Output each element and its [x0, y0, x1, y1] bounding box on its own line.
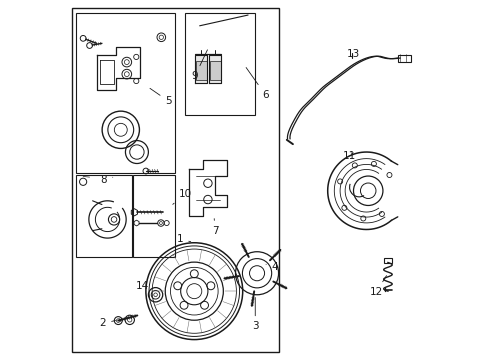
Text: 14: 14 — [135, 281, 155, 291]
Text: 7: 7 — [211, 219, 218, 236]
Text: 10: 10 — [172, 189, 191, 204]
Text: 3: 3 — [251, 297, 258, 331]
Text: 13: 13 — [346, 49, 360, 59]
Polygon shape — [209, 55, 221, 82]
Text: 5: 5 — [150, 88, 171, 106]
Bar — [383, 258, 391, 263]
Text: 6: 6 — [245, 68, 268, 100]
Bar — [76, 13, 174, 173]
Bar — [210, 61, 221, 80]
Bar — [185, 13, 255, 116]
Bar — [72, 8, 278, 352]
Bar — [133, 175, 174, 257]
Text: 11: 11 — [342, 150, 355, 161]
Text: 8: 8 — [101, 175, 113, 185]
Bar — [196, 61, 207, 80]
Bar — [76, 175, 131, 257]
Text: 1: 1 — [176, 234, 190, 244]
Polygon shape — [195, 55, 206, 82]
Text: 9: 9 — [191, 50, 207, 81]
Bar — [397, 55, 410, 62]
Text: 12: 12 — [369, 276, 386, 297]
Text: 4: 4 — [265, 262, 278, 272]
Text: 2: 2 — [100, 319, 115, 328]
